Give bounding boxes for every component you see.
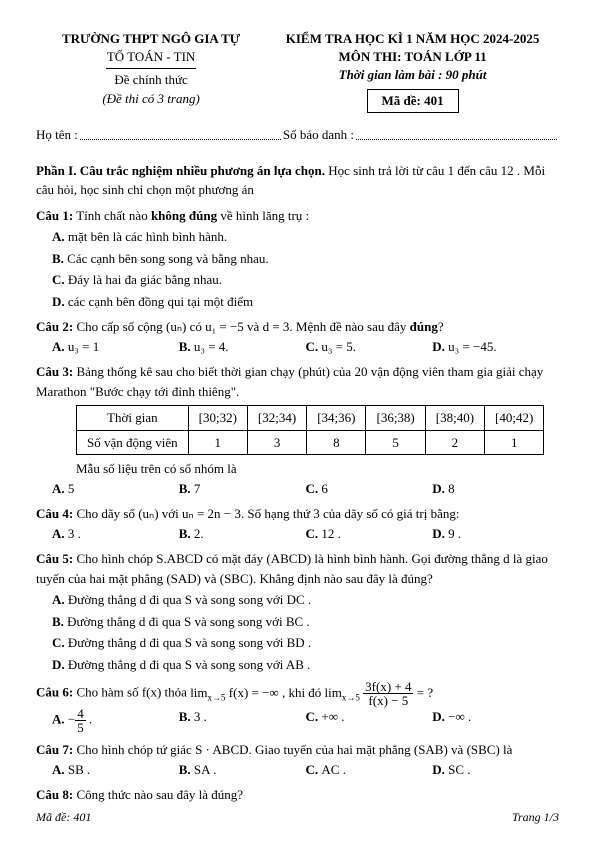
q7-opt-a: A. SB . [52,760,179,780]
q5-opt-b: B. Đường thẳng d đi qua S và song song v… [52,612,559,632]
divider [106,68,196,69]
exam-page: TRƯỜNG THPT NGÔ GIA TỰ TỔ TOÁN - TIN Đề … [0,0,595,843]
exam-subject: MÔN THI: TOÁN LỚP 11 [266,48,559,66]
q1-opt-d: D. các cạnh bên đồng qui tại một điểm [52,292,559,312]
header-right: KIỂM TRA HỌC KÌ 1 NĂM HỌC 2024-2025 MÔN … [266,30,559,113]
official-label: Đề chính thức [36,71,266,89]
q2-opt-d: D. u₃ = −45. [432,337,559,357]
question-8: Câu 8: Công thức nào sau đây là đúng? [36,785,559,805]
q4-opt-b: B. 2. [179,524,306,544]
q1-text-b: không đúng [151,208,217,223]
q4-opt-d: D. 9 . [432,524,559,544]
q3-options: A. 5 B. 7 C. 6 D. 8 [52,479,559,499]
footer-right: Trang 1/3 [512,810,559,825]
q3-subtext: Mẫu số liệu trên có số nhóm là [76,459,559,479]
q6-opt-b: B. 3 . [179,707,306,734]
name-row: Họ tên : Số báo danh : [36,127,559,143]
body: Phần I. Câu trắc nghiệm nhiều phương án … [36,161,559,805]
q1-label: Câu 1: [36,208,73,223]
q6-opt-d: D. −∞ . [432,707,559,734]
q2-options: A. u₃ = 1 B. u₃ = 4. C. u₃ = 5. D. u₃ = … [52,337,559,357]
q7-opt-b: B. SA . [179,760,306,780]
q1-opt-a: A. mặt bên là các hình bình hành. [52,227,559,247]
question-4: Câu 4: Cho dãy số (uₙ) với uₙ = 2n − 3. … [36,504,559,524]
q3-th-time: Thời gian [77,406,189,431]
q4-text: Cho dãy số (uₙ) với uₙ = 2n − 3. Số hạng… [73,506,459,521]
exam-title: KIỂM TRA HỌC KÌ 1 NĂM HỌC 2024-2025 [266,30,559,48]
part1-heading: Phần I. Câu trắc nghiệm nhiều phương án … [36,161,559,200]
question-6: Câu 6: Cho hàm số f(x) thỏa limx→5 f(x) … [36,680,559,707]
page-count: (Đề thi có 3 trang) [36,90,266,108]
q3-table: Thời gian [30;32) [32;34) [34;36) [36;38… [76,405,544,455]
q5-label: Câu 5: [36,551,73,566]
q5-opt-c: C. Đường thẳng d đi qua S và song song v… [52,633,559,653]
q6-opt-a: A. −45 . [52,707,179,734]
q7-label: Câu 7: [36,742,73,757]
q3-label: Câu 3: [36,364,73,379]
q3-th-count: Số vận động viên [77,430,189,455]
q8-label: Câu 8: [36,787,73,802]
q6-label: Câu 6: [36,685,73,700]
q3-opt-b: B. 7 [179,479,306,499]
name-label: Họ tên : [36,127,78,143]
q4-label: Câu 4: [36,506,73,521]
q5-options: A. Đường thẳng d đi qua S và song song v… [36,590,559,674]
school-name: TRƯỜNG THPT NGÔ GIA TỰ [36,30,266,48]
q4-options: A. 3 . B. 2. C. 12 . D. 9 . [52,524,559,544]
q1-options: A. mặt bên là các hình bình hành. B. Các… [36,227,559,311]
q7-options: A. SB . B. SA . C. AC . D. SC . [52,760,559,780]
q2-opt-a: A. u₃ = 1 [52,337,179,357]
q8-text: Công thức nào sau đây là đúng? [73,787,243,802]
q2-text: Cho cấp số cộng (uₙ) có u₁ = −5 và d = 3… [73,319,409,334]
q3-opt-c: C. 6 [306,479,433,499]
q2-opt-c: C. u₃ = 5. [306,337,433,357]
q7-opt-d: D. SC . [432,760,559,780]
q6-opt-c: C. +∞ . [306,707,433,734]
department: TỔ TOÁN - TIN [36,48,266,66]
question-2: Câu 2: Cho cấp số cộng (uₙ) có u₁ = −5 v… [36,317,559,337]
question-5: Câu 5: Cho hình chóp S.ABCD có mặt đáy (… [36,549,559,588]
q5-opt-d: D. Đường thẳng d đi qua S và song song v… [52,655,559,675]
q1-text-c: về hình lăng trụ : [217,208,309,223]
header-left: TRƯỜNG THPT NGÔ GIA TỰ TỔ TOÁN - TIN Đề … [36,30,266,113]
exam-code: Mã đề: 401 [367,89,459,113]
q2-label: Câu 2: [36,319,73,334]
q7-opt-c: C. AC . [306,760,433,780]
q6-math: limx→5 f(x) = −∞ , khi đó limx→5 3f(x) +… [190,685,433,700]
question-1: Câu 1: Tính chất nào không đúng về hình … [36,206,559,226]
header: TRƯỜNG THPT NGÔ GIA TỰ TỔ TOÁN - TIN Đề … [36,30,559,113]
footer: Mã đề: 401 Trang 1/3 [36,810,559,825]
q5-text: Cho hình chóp S.ABCD có mặt đáy (ABCD) l… [36,551,548,586]
q6-text: Cho hàm số f(x) thỏa [76,685,190,700]
q7-text: Cho hình chóp tứ giác S · ABCD. Giao tuy… [73,742,512,757]
id-label: Số báo danh : [283,127,354,143]
q2-bold: đúng [410,319,438,334]
q4-opt-a: A. 3 . [52,524,179,544]
exam-duration: Thời gian làm bài : 90 phút [266,66,559,84]
q3-opt-a: A. 5 [52,479,179,499]
id-field[interactable] [356,124,557,140]
part1-title: Phần I. Câu trắc nghiệm nhiều phương án … [36,163,325,178]
question-3: Câu 3: Bảng thống kê sau cho biết thời g… [36,362,559,401]
q2-opt-b: B. u₃ = 4. [179,337,306,357]
q3-text: Bảng thống kê sau cho biết thời gian chạ… [36,364,543,399]
q6-options: A. −45 . B. 3 . C. +∞ . D. −∞ . [52,707,559,734]
question-7: Câu 7: Cho hình chóp tứ giác S · ABCD. G… [36,740,559,760]
q1-text-a: Tính chất nào [73,208,151,223]
q5-opt-a: A. Đường thẳng d đi qua S và song song v… [52,590,559,610]
footer-left: Mã đề: 401 [36,810,91,825]
name-field[interactable] [80,124,281,140]
q3-opt-d: D. 8 [432,479,559,499]
q1-opt-b: B. Các cạnh bên song song và bằng nhau. [52,249,559,269]
q4-opt-c: C. 12 . [306,524,433,544]
q1-opt-c: C. Đáy là hai đa giác bằng nhau. [52,270,559,290]
